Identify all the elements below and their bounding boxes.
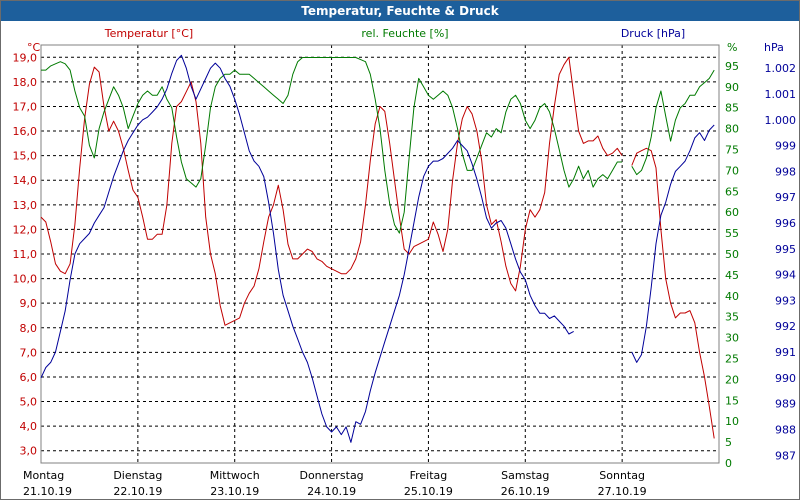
temp-tick-label: 6,0	[20, 371, 38, 384]
humidity-tick-label: 40	[725, 290, 739, 303]
pressure-tick-label: 1.002	[765, 62, 797, 75]
pressure-tick-label: 999	[775, 140, 796, 153]
x-axis: Montag 21.10.19 Dienstag 22.10.19 Mittwoch 23…	[23, 469, 647, 498]
pressure-line	[40, 54, 574, 443]
x-tick-date: 22.10.19	[113, 485, 162, 498]
x-tick-day: Mittwoch	[210, 469, 260, 482]
humidity-tick-label: 80	[725, 123, 739, 136]
humidity-tick-label: 10	[725, 415, 739, 428]
pressure-tick-label: 993	[775, 294, 796, 307]
temp-tick-label: 18,0	[13, 76, 38, 89]
temp-tick-label: 17,0	[13, 100, 38, 113]
pressure-axis: 987 988 989 990 991 992 993 994 995 996 997 998 999 1…	[765, 62, 797, 462]
humidity-line	[41, 57, 623, 234]
temp-tick-label: 3,0	[20, 445, 38, 458]
pressure-tick-label: 1.001	[765, 88, 797, 101]
pressure-axis-unit: hPa	[764, 41, 784, 54]
pressure-tick-label: 989	[775, 398, 796, 411]
temp-tick-label: 8,0	[20, 322, 38, 335]
x-tick-day: Sonntag	[599, 469, 645, 482]
humidity-tick-label: 90	[725, 81, 739, 94]
humidity-tick-label: 65	[725, 185, 739, 198]
temp-tick-label: 12,0	[13, 223, 38, 236]
x-tick-date: 24.10.19	[307, 485, 356, 498]
x-tick-day: Samstag	[501, 469, 549, 482]
x-tick-date: 26.10.19	[501, 485, 550, 498]
humidity-line	[631, 69, 715, 176]
pressure-tick-label: 997	[775, 191, 796, 204]
humidity-tick-label: 35	[725, 311, 739, 324]
temp-tick-label: 7,0	[20, 346, 38, 359]
pressure-tick-label: 987	[775, 449, 796, 462]
pressure-tick-label: 992	[775, 320, 796, 333]
pressure-tick-label: 996	[775, 217, 796, 230]
humidity-tick-label: 75	[725, 144, 739, 157]
temp-series-label: Temperatur [°C]	[104, 27, 193, 40]
x-tick-date: 23.10.19	[210, 485, 259, 498]
temp-tick-label: 13,0	[13, 199, 38, 212]
x-tick-date: 21.10.19	[23, 485, 72, 498]
pressure-tick-label: 1.000	[765, 114, 797, 127]
temp-axis-unit: °C	[27, 41, 41, 54]
humidity-tick-label: 70	[725, 164, 739, 177]
temperature-line	[40, 56, 623, 326]
temp-tick-label: 19,0	[13, 51, 38, 64]
temp-tick-label: 15,0	[13, 150, 38, 163]
pressure-tick-label: 998	[775, 165, 796, 178]
x-tick-day: Montag	[23, 469, 64, 482]
x-tick-day: Donnerstag	[299, 469, 363, 482]
temperature-line	[631, 147, 715, 439]
x-tick-day: Dienstag	[113, 469, 162, 482]
series-group	[40, 54, 715, 443]
pressure-tick-label: 990	[775, 372, 796, 385]
humidity-tick-label: 85	[725, 102, 739, 115]
humidity-tick-label: 20	[725, 373, 739, 386]
humidity-tick-label: 0	[725, 457, 732, 470]
temp-tick-label: 5,0	[20, 396, 38, 409]
temp-tick-label: 11,0	[13, 248, 38, 261]
chart-title: Temperatur, Feuchte & Druck	[1, 1, 799, 21]
pressure-line	[631, 124, 715, 363]
x-tick-day: Freitag	[410, 469, 448, 482]
humidity-tick-label: 50	[725, 248, 739, 261]
temp-tick-label: 4,0	[20, 420, 38, 433]
temp-tick-label: 16,0	[13, 125, 38, 138]
plot-border	[40, 44, 720, 464]
humidity-tick-label: 30	[725, 332, 739, 345]
pressure-tick-label: 995	[775, 243, 796, 256]
humidity-axis: 0 5 10 15 20 25 30 35 40 45 50 55 60 65 70 75 80 85 90 95	[725, 60, 739, 470]
humidity-axis-unit: %	[727, 41, 737, 54]
pressure-tick-label: 994	[775, 269, 796, 282]
humidity-tick-label: 5	[725, 436, 732, 449]
humidity-tick-label: 15	[725, 394, 739, 407]
x-tick-date: 27.10.19	[598, 485, 647, 498]
humidity-tick-label: 45	[725, 269, 739, 282]
temp-tick-label: 10,0	[13, 273, 38, 286]
pressure-tick-label: 988	[775, 423, 796, 436]
x-tick-date: 25.10.19	[404, 485, 453, 498]
plot-area	[40, 44, 720, 464]
humidity-tick-label: 55	[725, 227, 739, 240]
pressure-series-label: Druck [hPa]	[621, 27, 685, 40]
temp-tick-label: 9,0	[20, 297, 38, 310]
humidity-tick-label: 95	[725, 60, 739, 73]
temperature-axis: 3,0 4,0 5,0 6,0 7,0 8,0 9,0 10,0 11,0 12,0 13,0 14,…	[13, 51, 38, 457]
humidity-tick-label: 25	[725, 353, 739, 366]
humidity-tick-label: 60	[725, 206, 739, 219]
pressure-tick-label: 991	[775, 346, 796, 359]
temp-tick-label: 14,0	[13, 174, 38, 187]
humidity-series-label: rel. Feuchte [%]	[361, 27, 448, 40]
